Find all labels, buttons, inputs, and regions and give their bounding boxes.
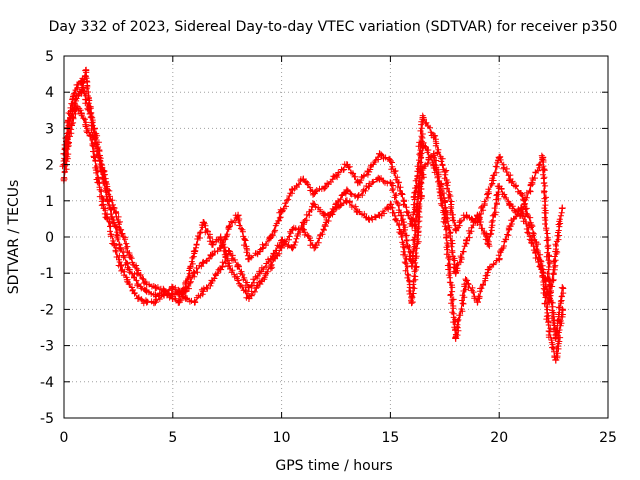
chart-title: Day 332 of 2023, Sidereal Day-to-day VTE… xyxy=(49,19,618,35)
data-point xyxy=(299,219,307,227)
y-tick-label: -1 xyxy=(40,266,54,282)
grid xyxy=(64,56,608,418)
axis-ticks: 0 5 10 15 20 25 -5 -4 -3 -2 -1 0 1 2 3 4 5 xyxy=(40,49,617,446)
x-tick-label: 10 xyxy=(273,430,291,446)
x-tick-label: 0 xyxy=(60,430,69,446)
marker-cloud xyxy=(61,66,567,341)
series-track-c xyxy=(60,66,567,342)
y-tick-label: 2 xyxy=(45,158,54,174)
y-tick-label: -2 xyxy=(40,302,54,318)
marker-cloud xyxy=(59,77,566,306)
y-tick-label: -5 xyxy=(40,411,54,427)
y-tick-label: 3 xyxy=(45,121,54,137)
y-axis-label: SDTVAR / TECUs xyxy=(6,180,22,295)
data-point xyxy=(558,284,566,292)
x-tick-label: 5 xyxy=(168,430,177,446)
x-tick-label: 25 xyxy=(599,430,617,446)
plot-series xyxy=(59,66,567,364)
x-tick-label: 20 xyxy=(490,430,508,446)
y-tick-label: 1 xyxy=(45,194,54,210)
y-tick-label: 4 xyxy=(45,85,54,101)
data-point xyxy=(545,276,553,284)
data-point xyxy=(199,287,207,295)
y-tick-label: -4 xyxy=(40,375,54,391)
series-track-b xyxy=(60,102,566,364)
x-tick-label: 15 xyxy=(381,430,399,446)
y-tick-label: -3 xyxy=(40,339,54,355)
y-tick-label: 0 xyxy=(45,230,54,246)
series-track-a xyxy=(59,77,566,306)
x-axis-label: GPS time / hours xyxy=(275,458,392,474)
y-tick-label: 5 xyxy=(45,49,54,65)
